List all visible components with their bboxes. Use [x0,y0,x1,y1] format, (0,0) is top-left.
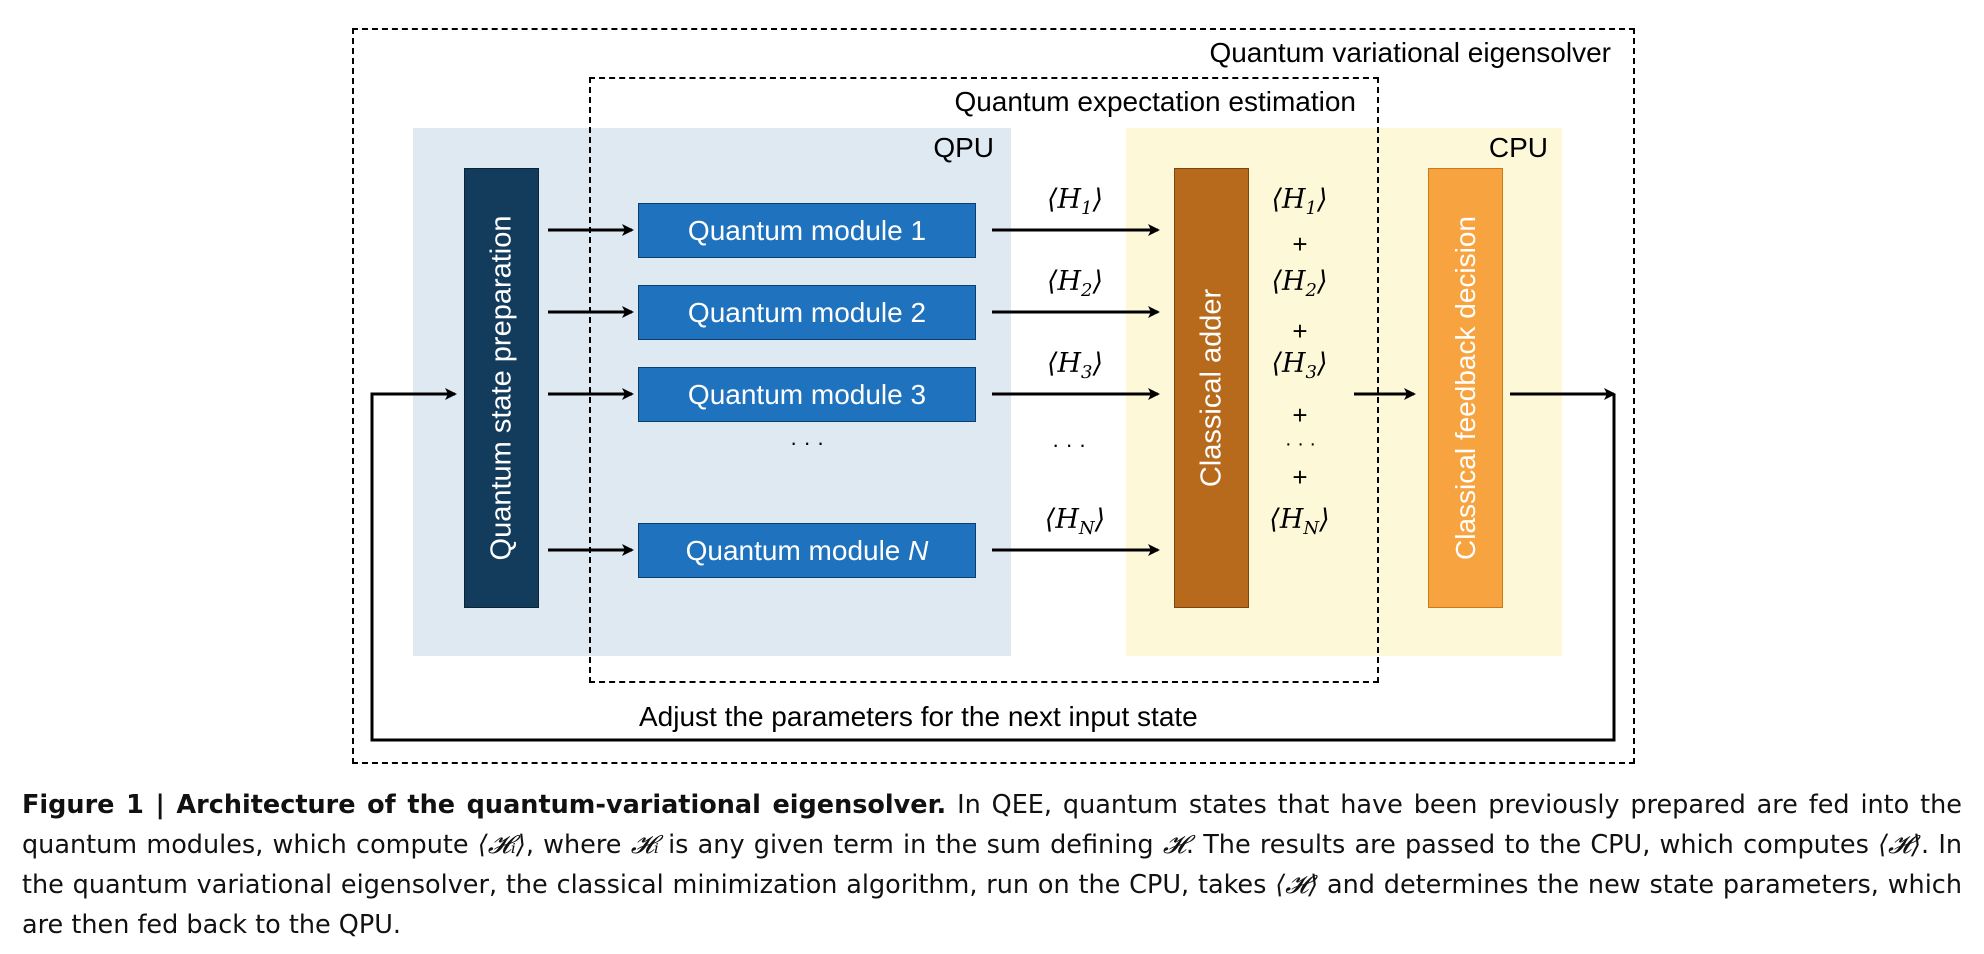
quantum-module-2: Quantum module 2 [638,285,976,340]
cpu-label: CPU [1488,132,1548,163]
module-index: 3 [910,378,927,410]
sum-term-3: ⟨H3⟩ [1271,348,1328,383]
feedback-loop-line [370,388,1616,742]
module-prefix: Quantum module [687,296,911,328]
sum-term-n: ⟨HN⟩ [1269,504,1330,539]
classical-feedback-box: Classical feedback decision [1428,168,1503,608]
h-label-3: ⟨H3⟩ [1046,348,1104,383]
h-label-n: ⟨HN⟩ [1044,504,1106,539]
h-ellipsis: · · · [1052,432,1087,457]
classical-adder-box: Classical adder [1174,168,1249,608]
qpu-label: QPU [933,132,994,163]
sum-term-2: ⟨H2⟩ [1271,266,1328,301]
module-index: N [908,534,929,566]
quantum-module-1: Quantum module 1 [638,203,976,258]
sum-plus-4: + [1292,462,1308,492]
quantum-module-n: Quantum module N [638,523,976,578]
outer-dashed-boundary [352,28,1635,764]
state-preparation-box: Quantum state preparation [464,168,539,608]
qee-label: Quantum expectation estimation [954,86,1356,117]
sum-plus-3: + [1292,400,1308,430]
sum-plus-2: + [1292,316,1308,346]
outer-label: Quantum variational eigensolver [1209,37,1611,68]
module-index: 2 [910,296,927,328]
qee-dashed-boundary [589,77,1379,683]
sum-plus-1: + [1292,229,1308,259]
module-index: 1 [910,214,927,246]
module-prefix: Quantum module [687,378,911,410]
connector-arrows [370,224,1616,742]
module-ellipsis: · · · [790,430,825,455]
loop-label: Adjust the parameters for the next input… [639,701,1198,732]
quantum-module-3: Quantum module 3 [638,367,976,422]
sum-ellipsis: · · · [1285,433,1317,455]
caption-title: Figure 1 | Architecture of the quantum-v… [22,790,947,820]
module-prefix: Quantum module [685,534,909,566]
h-label-1: ⟨H1⟩ [1046,184,1104,219]
sum-term-1: ⟨H1⟩ [1271,184,1328,219]
module-prefix: Quantum module [687,214,911,246]
figure-caption: Figure 1 | Architecture of the quantum-v… [22,790,1963,940]
h-label-2: ⟨H2⟩ [1046,266,1104,301]
